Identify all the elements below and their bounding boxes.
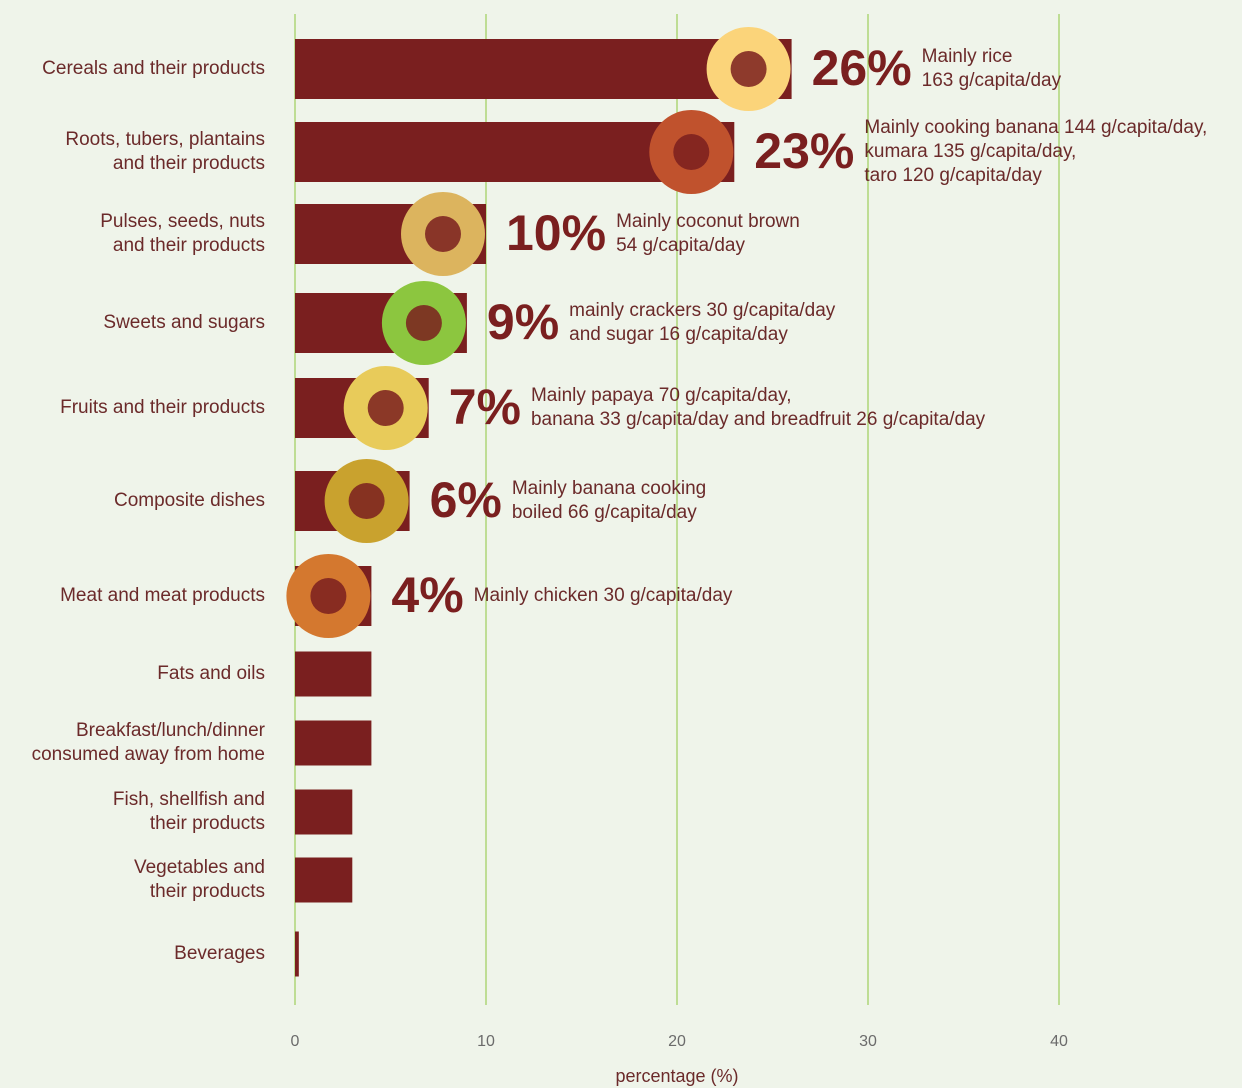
value-label: 9% bbox=[487, 294, 559, 350]
icon-detail bbox=[425, 216, 461, 252]
annotation: Mainly papaya 70 g/capita/day, banana 33… bbox=[530, 385, 986, 430]
value-label: 26% bbox=[812, 40, 912, 96]
category-label: Pulses, seeds, nuts and their products bbox=[100, 211, 265, 256]
annotation: Mainly rice 163 g/capita/day bbox=[921, 46, 1062, 91]
icon-detail bbox=[673, 134, 710, 170]
category-label: Fats and oils bbox=[157, 663, 265, 684]
category-label: Fish, shellfish and their products bbox=[112, 789, 265, 834]
category-label: Vegetables and their products bbox=[133, 857, 265, 902]
category-label: Roots, tubers, plantains and their produ… bbox=[65, 129, 265, 174]
category-label: Composite dishes bbox=[113, 490, 265, 511]
x-axis-title: percentage (%) bbox=[615, 1066, 738, 1086]
bar bbox=[295, 857, 353, 903]
value-label: 4% bbox=[391, 567, 463, 623]
bar bbox=[295, 651, 372, 697]
icon-detail bbox=[405, 305, 442, 341]
icon-detail bbox=[367, 390, 404, 426]
bar bbox=[295, 720, 372, 766]
category-label: Meat and meat products bbox=[60, 585, 265, 606]
category-label: Beverages bbox=[174, 943, 265, 964]
category-label: Fruits and their products bbox=[60, 397, 265, 418]
x-tick-label: 20 bbox=[668, 1033, 686, 1050]
bar bbox=[295, 789, 353, 835]
annotation: Mainly coconut brown 54 g/capita/day bbox=[616, 211, 800, 256]
value-label: 6% bbox=[430, 472, 502, 528]
value-label: 23% bbox=[754, 123, 854, 179]
icon-detail bbox=[730, 51, 767, 87]
x-tick-label: 30 bbox=[859, 1033, 877, 1050]
value-label: 7% bbox=[449, 379, 521, 435]
x-tick-label: 10 bbox=[477, 1033, 495, 1050]
category-label: Cereals and their products bbox=[42, 58, 265, 79]
icon-detail bbox=[348, 483, 385, 519]
category-label: Breakfast/lunch/dinner consumed away fro… bbox=[31, 720, 265, 765]
annotation: Mainly banana cooking boiled 66 g/capita… bbox=[511, 478, 707, 523]
value-label: 10% bbox=[506, 205, 606, 261]
x-tick-label: 0 bbox=[291, 1033, 300, 1050]
annotation: mainly crackers 30 g/capita/day and suga… bbox=[569, 300, 836, 345]
x-tick-label: 40 bbox=[1050, 1033, 1068, 1050]
bar bbox=[295, 931, 299, 977]
category-label: Sweets and sugars bbox=[103, 312, 265, 333]
icon-detail bbox=[310, 578, 347, 614]
annotation: Mainly chicken 30 g/capita/day bbox=[473, 585, 733, 606]
annotation: Mainly cooking banana 144 g/capita/day, … bbox=[864, 117, 1208, 186]
